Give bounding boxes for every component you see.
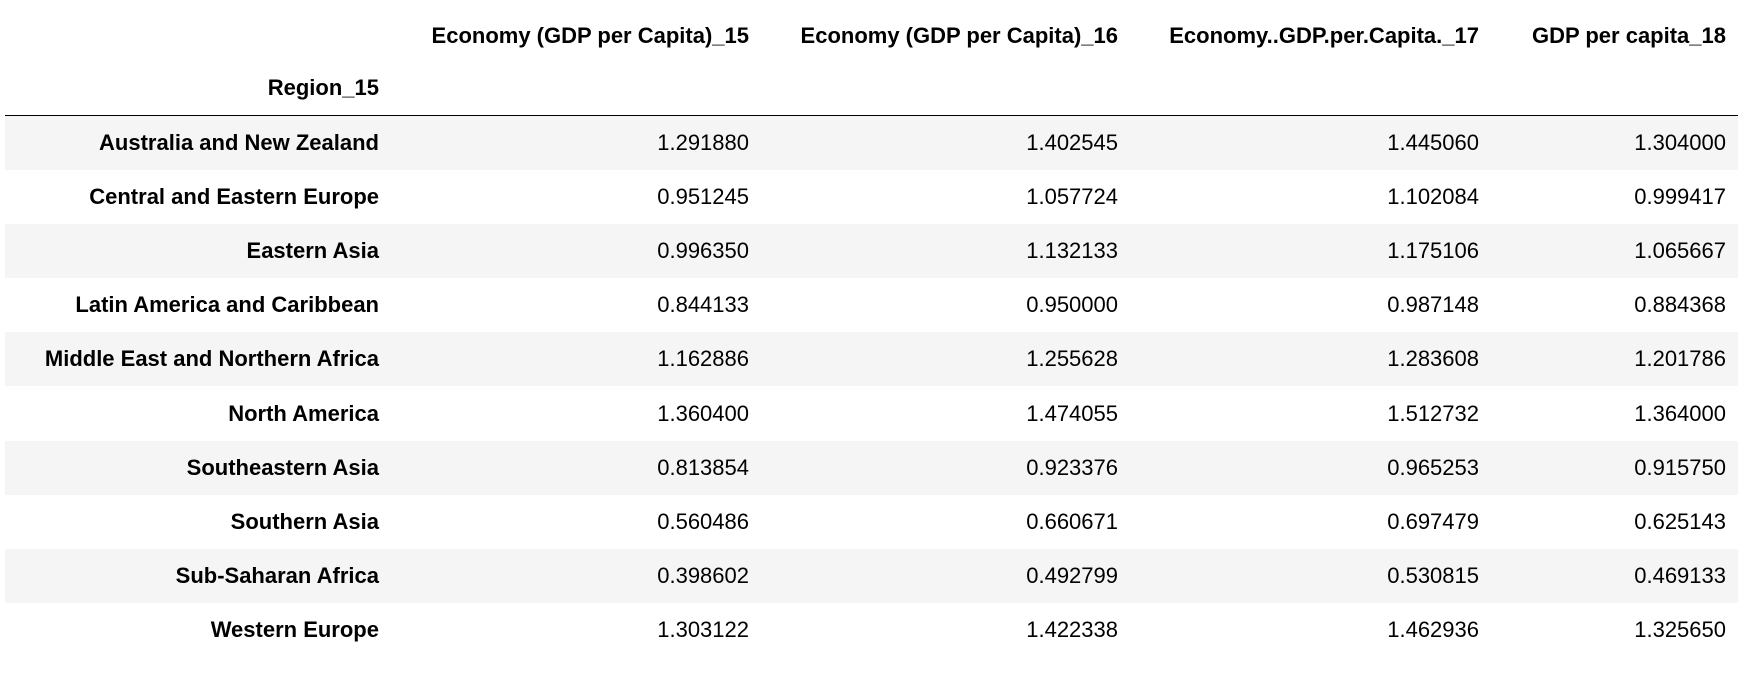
table-cell: 0.923376 (1026, 454, 1118, 480)
table-row: Southern Asia 0.560486 0.660671 0.697479… (5, 494, 1738, 549)
column-header: Economy..GDP.per.Capita._17 (1169, 22, 1479, 48)
table-cell: 1.422338 (1026, 617, 1118, 643)
table-cell: 1.132133 (1026, 237, 1118, 263)
table-cell: 1.402545 (1026, 129, 1118, 155)
table-cell: 1.065667 (1634, 237, 1726, 263)
table-row: Latin America and Caribbean 0.844133 0.9… (5, 278, 1738, 333)
table-cell: 0.697479 (1387, 508, 1479, 534)
table-cell: 1.162886 (657, 346, 749, 372)
row-label: Southern Asia (230, 508, 379, 534)
table-cell: 1.462936 (1387, 617, 1479, 643)
table-cell: 1.201786 (1634, 346, 1726, 372)
table-cell: 0.884368 (1634, 292, 1726, 318)
row-label: Southeastern Asia (186, 454, 379, 480)
table-cell: 0.950000 (1026, 292, 1118, 318)
row-label: Latin America and Caribbean (75, 292, 379, 318)
table-cell: 1.445060 (1387, 129, 1479, 155)
table-cell: 1.303122 (657, 617, 749, 643)
table-header: Economy (GDP per Capita)_15 Economy (GDP… (5, 10, 1738, 116)
row-label: Eastern Asia (246, 237, 379, 263)
table-cell: 1.102084 (1387, 183, 1479, 209)
row-label: North America (228, 400, 379, 426)
table-cell: 1.283608 (1387, 346, 1479, 372)
row-label: Sub-Saharan Africa (175, 563, 379, 589)
index-name-row: Region_15 (5, 61, 1738, 116)
table-cell: 1.512732 (1387, 400, 1479, 426)
table-cell: 1.255628 (1026, 346, 1118, 372)
table-cell: 0.999417 (1634, 183, 1726, 209)
row-label: Western Europe (210, 617, 379, 643)
table-row: Central and Eastern Europe 0.951245 1.05… (5, 169, 1738, 224)
dataframe-table: Economy (GDP per Capita)_15 Economy (GDP… (5, 10, 1738, 658)
column-header: GDP per capita_18 (1531, 22, 1726, 48)
table-row: Southeastern Asia 0.813854 0.923376 0.96… (5, 440, 1738, 495)
corner-cell (5, 10, 391, 61)
table-cell: 0.915750 (1634, 454, 1726, 480)
table-cell: 0.560486 (657, 508, 749, 534)
table-cell: 1.175106 (1387, 237, 1479, 263)
table-cell: 0.398602 (657, 563, 749, 589)
table-row: Western Europe 1.303122 1.422338 1.46293… (5, 603, 1738, 658)
column-header: Economy (GDP per Capita)_16 (800, 22, 1118, 48)
column-header: Economy (GDP per Capita)_15 (431, 22, 749, 48)
table-cell: 0.844133 (657, 292, 749, 318)
table-cell: 0.987148 (1387, 292, 1479, 318)
row-label: Middle East and Northern Africa (44, 346, 379, 372)
table-row: Eastern Asia 0.996350 1.132133 1.175106 … (5, 223, 1738, 279)
row-label: Australia and New Zealand (99, 129, 379, 155)
table-cell: 0.492799 (1026, 563, 1118, 589)
index-name: Region_15 (267, 75, 379, 100)
table-cell: 1.364000 (1634, 400, 1726, 426)
table-cell: 0.660671 (1026, 508, 1118, 534)
table-cell: 1.291880 (657, 129, 749, 155)
table-cell: 1.360400 (657, 400, 749, 426)
table-cell: 1.325650 (1634, 617, 1726, 643)
table-cell: 0.965253 (1387, 454, 1479, 480)
column-header-row: Economy (GDP per Capita)_15 Economy (GDP… (5, 10, 1738, 61)
table-cell: 0.530815 (1387, 563, 1479, 589)
table-cell: 1.057724 (1026, 183, 1118, 209)
row-label: Central and Eastern Europe (89, 183, 379, 209)
table-row: Sub-Saharan Africa 0.398602 0.492799 0.5… (5, 549, 1738, 604)
table-body: Australia and New Zealand 1.291880 1.402… (5, 115, 1738, 658)
table-row: Middle East and Northern Africa 1.162886… (5, 332, 1738, 387)
table-cell: 0.813854 (657, 454, 749, 480)
table-cell: 1.474055 (1026, 400, 1118, 426)
table-row: Australia and New Zealand 1.291880 1.402… (5, 115, 1738, 170)
table-cell: 0.996350 (657, 237, 749, 263)
table-cell: 0.951245 (657, 183, 749, 209)
table-cell: 0.625143 (1634, 508, 1726, 534)
table-cell: 1.304000 (1634, 129, 1726, 155)
table-row: North America 1.360400 1.474055 1.512732… (5, 386, 1738, 441)
table-cell: 0.469133 (1634, 563, 1726, 589)
